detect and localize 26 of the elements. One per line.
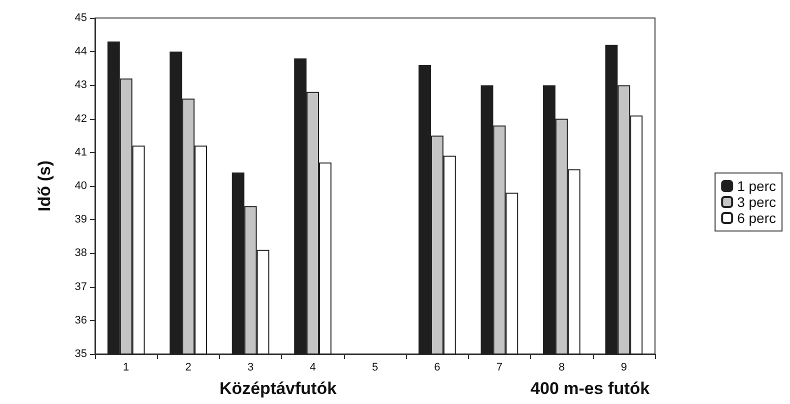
y-tick-label: 35 bbox=[74, 348, 87, 360]
x-tick-label: 4 bbox=[310, 362, 316, 374]
x-tick-label: 2 bbox=[185, 362, 192, 374]
y-tick-label: 45 bbox=[74, 12, 87, 24]
text: 400 m-es futók bbox=[530, 379, 650, 398]
y-tick-label: 40 bbox=[74, 180, 87, 192]
x-tick-label: 3 bbox=[247, 362, 254, 374]
x-tick-label: 5 bbox=[372, 362, 378, 374]
y-tick-label: 38 bbox=[74, 247, 87, 260]
y-tick-label: 41 bbox=[74, 146, 87, 158]
y-tick-label: 43 bbox=[74, 79, 87, 92]
y-axis-title: Idő (s) bbox=[35, 160, 54, 212]
y-tick-label: 42 bbox=[74, 112, 87, 125]
y-tick-label: 37 bbox=[74, 280, 87, 293]
y-tick-label: 44 bbox=[74, 46, 87, 58]
y-tick-label: 39 bbox=[74, 214, 87, 226]
y-tick-label: 36 bbox=[74, 314, 87, 326]
legend-label: 6 perc bbox=[737, 210, 776, 226]
legend-label: 1 perc bbox=[737, 178, 776, 194]
x-tick-label: 1 bbox=[123, 362, 130, 374]
legend-label: 3 perc bbox=[737, 194, 776, 210]
x-tick-label: 6 bbox=[434, 362, 440, 374]
x-tick-label: 9 bbox=[620, 362, 627, 374]
text: Középtávfutók bbox=[219, 379, 338, 398]
x-tick-label: 8 bbox=[558, 362, 565, 374]
x-tick-label: 7 bbox=[496, 362, 503, 374]
